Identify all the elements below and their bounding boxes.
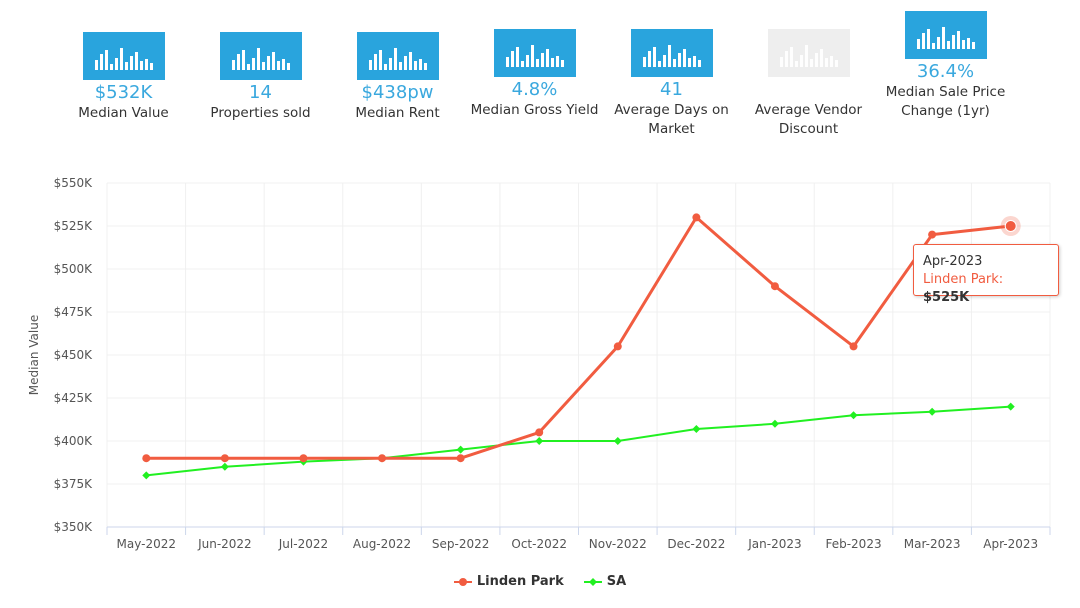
line-chart: $350K $375K $400K $425K $450K $475K $500K $525K…: [27, 176, 1051, 551]
stat-label: Properties sold: [210, 105, 311, 121]
x-tick-label: Dec-2022: [667, 537, 725, 551]
y-tick-label: $400K: [54, 434, 94, 448]
stat-card: 14 Properties sold: [192, 32, 329, 123]
x-tick-label: Feb-2023: [825, 537, 881, 551]
data-point-linden-park: [299, 454, 308, 463]
data-point-sa: [928, 407, 937, 416]
bar-chart-icon: [82, 32, 165, 80]
bar-chart-icon: [904, 11, 987, 59]
legend-marker-icon: [453, 577, 472, 586]
y-axis-title: Median Value: [27, 315, 41, 395]
stat-card: Average Vendor Discount: [740, 29, 877, 139]
y-tick-label: $450K: [54, 348, 94, 362]
data-point-sa: [849, 411, 858, 420]
stat-card: 4.8% Median Gross Yield: [466, 29, 603, 120]
x-tick-label: Mar-2023: [904, 537, 961, 551]
x-tick-label: Nov-2022: [589, 537, 647, 551]
stats-bar: $532K Median Value 14 Properties sold $438pw…: [55, 8, 1015, 148]
bar-chart-icon: [356, 32, 439, 80]
y-tick-label: $375K: [54, 477, 94, 491]
stat-label: Average Days on Market: [614, 102, 729, 137]
y-tick-label: $425K: [54, 391, 94, 405]
data-point-linden-park: [456, 454, 465, 463]
data-point-linden-park: [535, 428, 544, 437]
x-tick-label: Sep-2022: [432, 537, 490, 551]
stat-label: Median Value: [78, 105, 169, 121]
data-point-sa: [770, 419, 779, 428]
x-tick-label: Jan-2023: [747, 537, 801, 551]
bar-chart-icon: [493, 29, 576, 77]
data-point-linden-park: [928, 230, 937, 239]
stat-card: 36.4% Median Sale Price Change (1yr): [877, 11, 1014, 121]
y-tick-label: $350K: [54, 520, 94, 534]
bar-chart-icon: [219, 32, 302, 80]
y-tick-label: $525K: [54, 219, 94, 233]
data-point-sa: [692, 424, 701, 433]
y-tick-label: $475K: [54, 305, 94, 319]
stat-value: 41: [660, 79, 683, 100]
legend-item[interactable]: Linden Park: [453, 574, 564, 589]
data-point-linden-park: [613, 342, 622, 351]
data-point-sa: [456, 445, 465, 454]
legend-marker-icon: [583, 577, 602, 586]
data-point-sa: [142, 471, 151, 480]
stat-label: Average Vendor Discount: [754, 102, 863, 137]
tooltip-date: Apr-2023: [923, 254, 983, 269]
chart-tooltip: Apr-2023 Linden Park: $525K: [913, 244, 1059, 305]
stat-value: 14: [249, 82, 272, 103]
x-tick-label: May-2022: [117, 537, 176, 551]
stat-card: $438pw Median Rent: [329, 32, 466, 123]
stat-value: 36.4%: [916, 61, 975, 82]
stat-value: $532K: [94, 82, 153, 103]
legend-item[interactable]: SA: [583, 574, 627, 589]
stat-value: [740, 79, 877, 101]
series-line-linden-park: [146, 215, 1011, 460]
bar-chart-icon: [630, 29, 713, 77]
x-tick-label: Jul-2022: [278, 537, 328, 551]
data-point-linden-park: [142, 454, 151, 463]
data-point-sa: [220, 462, 229, 471]
stat-label: Median Rent: [355, 105, 440, 121]
data-point-sa: [1006, 402, 1015, 411]
stat-value: 4.8%: [511, 79, 558, 100]
stat-value: $438pw: [361, 82, 434, 103]
tooltip-value: $525K: [923, 290, 970, 305]
data-point-linden-park: [770, 282, 779, 291]
stat-card: $532K Median Value: [55, 32, 192, 123]
tooltip-series: Linden Park:: [923, 272, 1004, 287]
legend-label: SA: [606, 574, 627, 589]
data-point-sa: [613, 437, 622, 445]
x-tick-label: Oct-2022: [511, 537, 567, 551]
stat-card: 41 Average Days on Market: [603, 29, 740, 139]
y-tick-label: $500K: [54, 262, 94, 276]
x-tick-label: Aug-2022: [353, 537, 411, 551]
bar-chart-icon: [767, 29, 850, 77]
series-line-sa: [146, 405, 1011, 477]
legend-label: Linden Park: [476, 574, 564, 589]
x-tick-label: Apr-2023: [983, 537, 1038, 551]
stat-label: Median Gross Yield: [470, 102, 599, 118]
data-point-linden-park: [378, 454, 387, 463]
stat-label: Median Sale Price Change (1yr): [885, 84, 1006, 119]
data-point-linden-park: [220, 454, 229, 463]
chart-legend: Linden Park SA: [0, 574, 1080, 589]
y-tick-label: $550K: [54, 176, 94, 190]
data-point-linden-park: [849, 342, 858, 351]
hover-point: [1004, 220, 1017, 232]
data-point-linden-park: [692, 213, 701, 222]
x-tick-label: Jun-2022: [197, 537, 252, 551]
data-point-sa: [535, 437, 544, 445]
